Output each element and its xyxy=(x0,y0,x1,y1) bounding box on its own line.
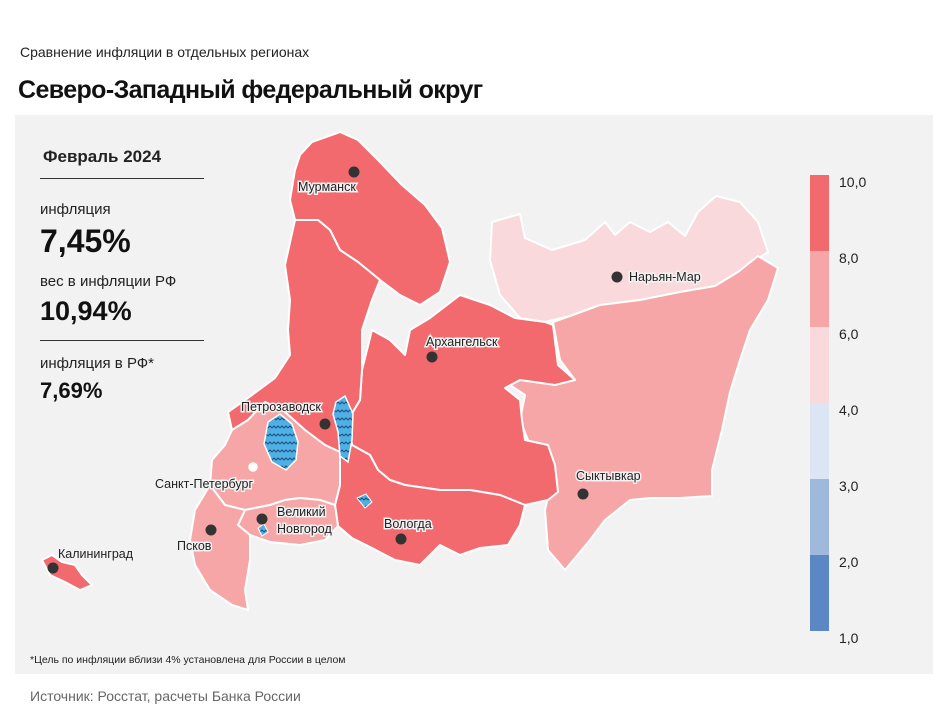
footnote: *Цель по инфляции вблизи 4% установлена … xyxy=(30,654,346,666)
legend-swatch xyxy=(810,251,829,327)
legend-swatch xyxy=(810,327,829,403)
divider-top xyxy=(40,178,204,179)
weight-value: 10,94% xyxy=(40,296,132,326)
city-marker-novgorod xyxy=(256,513,268,525)
rf-inflation-label: инфляция в РФ* xyxy=(40,355,155,372)
city-label-kaliningrad: Калининград xyxy=(58,547,134,561)
city-marker-murmansk xyxy=(348,166,360,178)
legend-tick-label: 8,0 xyxy=(839,250,859,266)
legend-swatch xyxy=(810,403,829,479)
legend-tick-label: 6,0 xyxy=(839,326,859,342)
city-label-pskov: Псков xyxy=(177,539,212,553)
legend-tick-label: 10,0 xyxy=(839,174,866,190)
info-box: Февраль 2024 инфляция 7,45% вес в инфляц… xyxy=(40,147,204,404)
city-marker-naryan-mar xyxy=(611,271,623,283)
city-marker-vologda xyxy=(395,533,407,545)
city-marker-syktyvkar xyxy=(577,488,589,500)
city-label-spb: Санкт-Петербург xyxy=(155,477,253,491)
city-marker-petrozavodsk xyxy=(319,418,331,430)
city-label-veliky: Великий xyxy=(277,505,326,519)
legend-tick-label: 1,0 xyxy=(839,630,859,646)
city-marker-arkhangelsk xyxy=(426,351,438,363)
region-pskov xyxy=(189,484,251,611)
legend-tick-label: 2,0 xyxy=(839,554,859,570)
rf-inflation-value: 7,69% xyxy=(40,378,103,403)
legend-swatch xyxy=(810,555,829,631)
city-label-naryan-mar: Нарьян-Мар xyxy=(629,270,701,284)
city-marker-pskov xyxy=(205,524,217,536)
legend-swatch xyxy=(810,175,829,251)
city-label-syktyvkar: Сыктывкар xyxy=(576,469,641,483)
period-label: Февраль 2024 xyxy=(43,147,162,166)
region-komi xyxy=(509,255,779,571)
city-label-murmansk: Мурманск xyxy=(298,180,356,194)
color-legend: 10,0 8,0 6,0 4,0 3,0 2,0 1,0 xyxy=(810,174,866,646)
lake-ladoga xyxy=(332,394,354,464)
city-marker-kaliningrad xyxy=(47,562,59,574)
divider-bottom xyxy=(40,340,204,341)
legend-tick-label: 4,0 xyxy=(839,402,859,418)
legend-swatch xyxy=(810,479,829,555)
city-label-vologda: Вологда xyxy=(384,517,432,531)
source-note: Источник: Росстат, расчеты Банка России xyxy=(30,688,301,704)
region-nenets xyxy=(489,195,769,323)
region-vologda xyxy=(334,444,526,566)
chart-title: Северо-Западный федеральный округ xyxy=(18,76,483,104)
city-marker-spb xyxy=(246,460,260,474)
lake-ilmen xyxy=(257,523,269,537)
inflation-label: инфляция xyxy=(40,201,111,218)
city-label-arkhangelsk: Архангельск xyxy=(426,335,498,349)
city-label-petrozavodsk: Петрозаводск xyxy=(241,400,321,414)
lake-beloye xyxy=(356,493,373,509)
lake-onega xyxy=(263,413,299,471)
city-label-novgorod: Новгород xyxy=(277,522,332,536)
legend-tick-label: 3,0 xyxy=(839,478,859,494)
chart-supertitle: Сравнение инфляции в отдельных регионах xyxy=(20,44,310,60)
inflation-value: 7,45% xyxy=(40,223,131,259)
weight-label: вес в инфляции РФ xyxy=(40,273,177,290)
